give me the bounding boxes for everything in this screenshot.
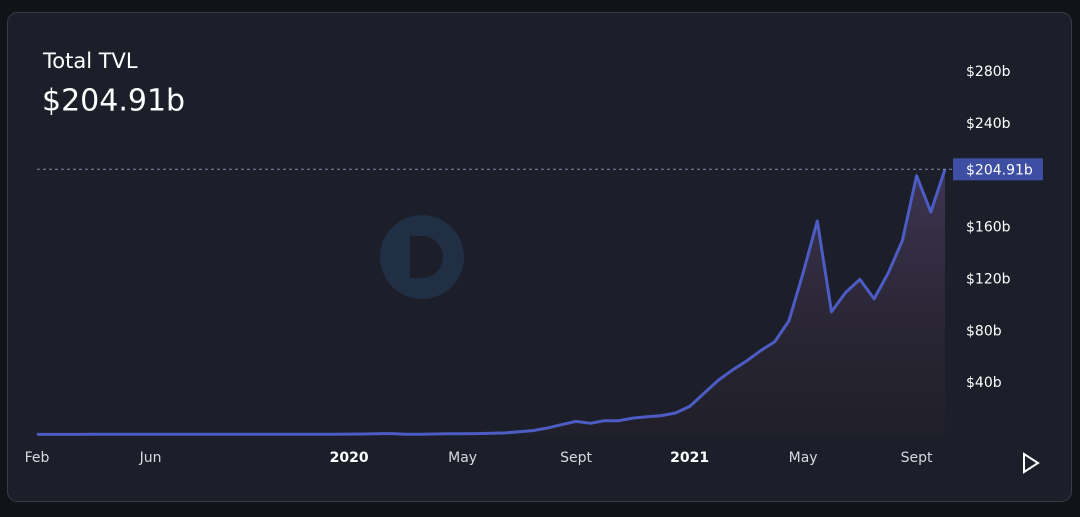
current-value-tag — [953, 158, 1043, 181]
y-tick-label: $80b — [966, 323, 1002, 339]
play-button[interactable] — [1023, 452, 1040, 474]
x-tick-label: 2021 — [670, 450, 709, 466]
x-tick-label: 2020 — [330, 450, 369, 466]
y-tick-label: $120b — [966, 271, 1011, 287]
current-value: $204.91b — [42, 84, 185, 119]
x-tick-label: Feb — [25, 450, 50, 466]
x-tick-label: Jun — [139, 450, 162, 466]
y-tick-label: $240b — [966, 116, 1011, 132]
title: Total TVL — [42, 49, 138, 73]
plot: Feb Jun 2020 May Sept 2021 May Sept — [25, 168, 947, 466]
watermark — [380, 215, 464, 299]
y-tick-label: $280b — [966, 64, 1011, 80]
x-tick-label: May — [789, 450, 818, 466]
x-tick-label: Sept — [901, 450, 933, 466]
x-tick-label: Sept — [560, 450, 592, 466]
x-tick-label: May — [448, 450, 477, 466]
current-value-label: $204.91b — [966, 162, 1033, 178]
y-tick-label: $160b — [966, 220, 1011, 236]
line — [37, 168, 947, 436]
area — [37, 169, 945, 436]
y-tick-label: $40b — [966, 375, 1002, 391]
